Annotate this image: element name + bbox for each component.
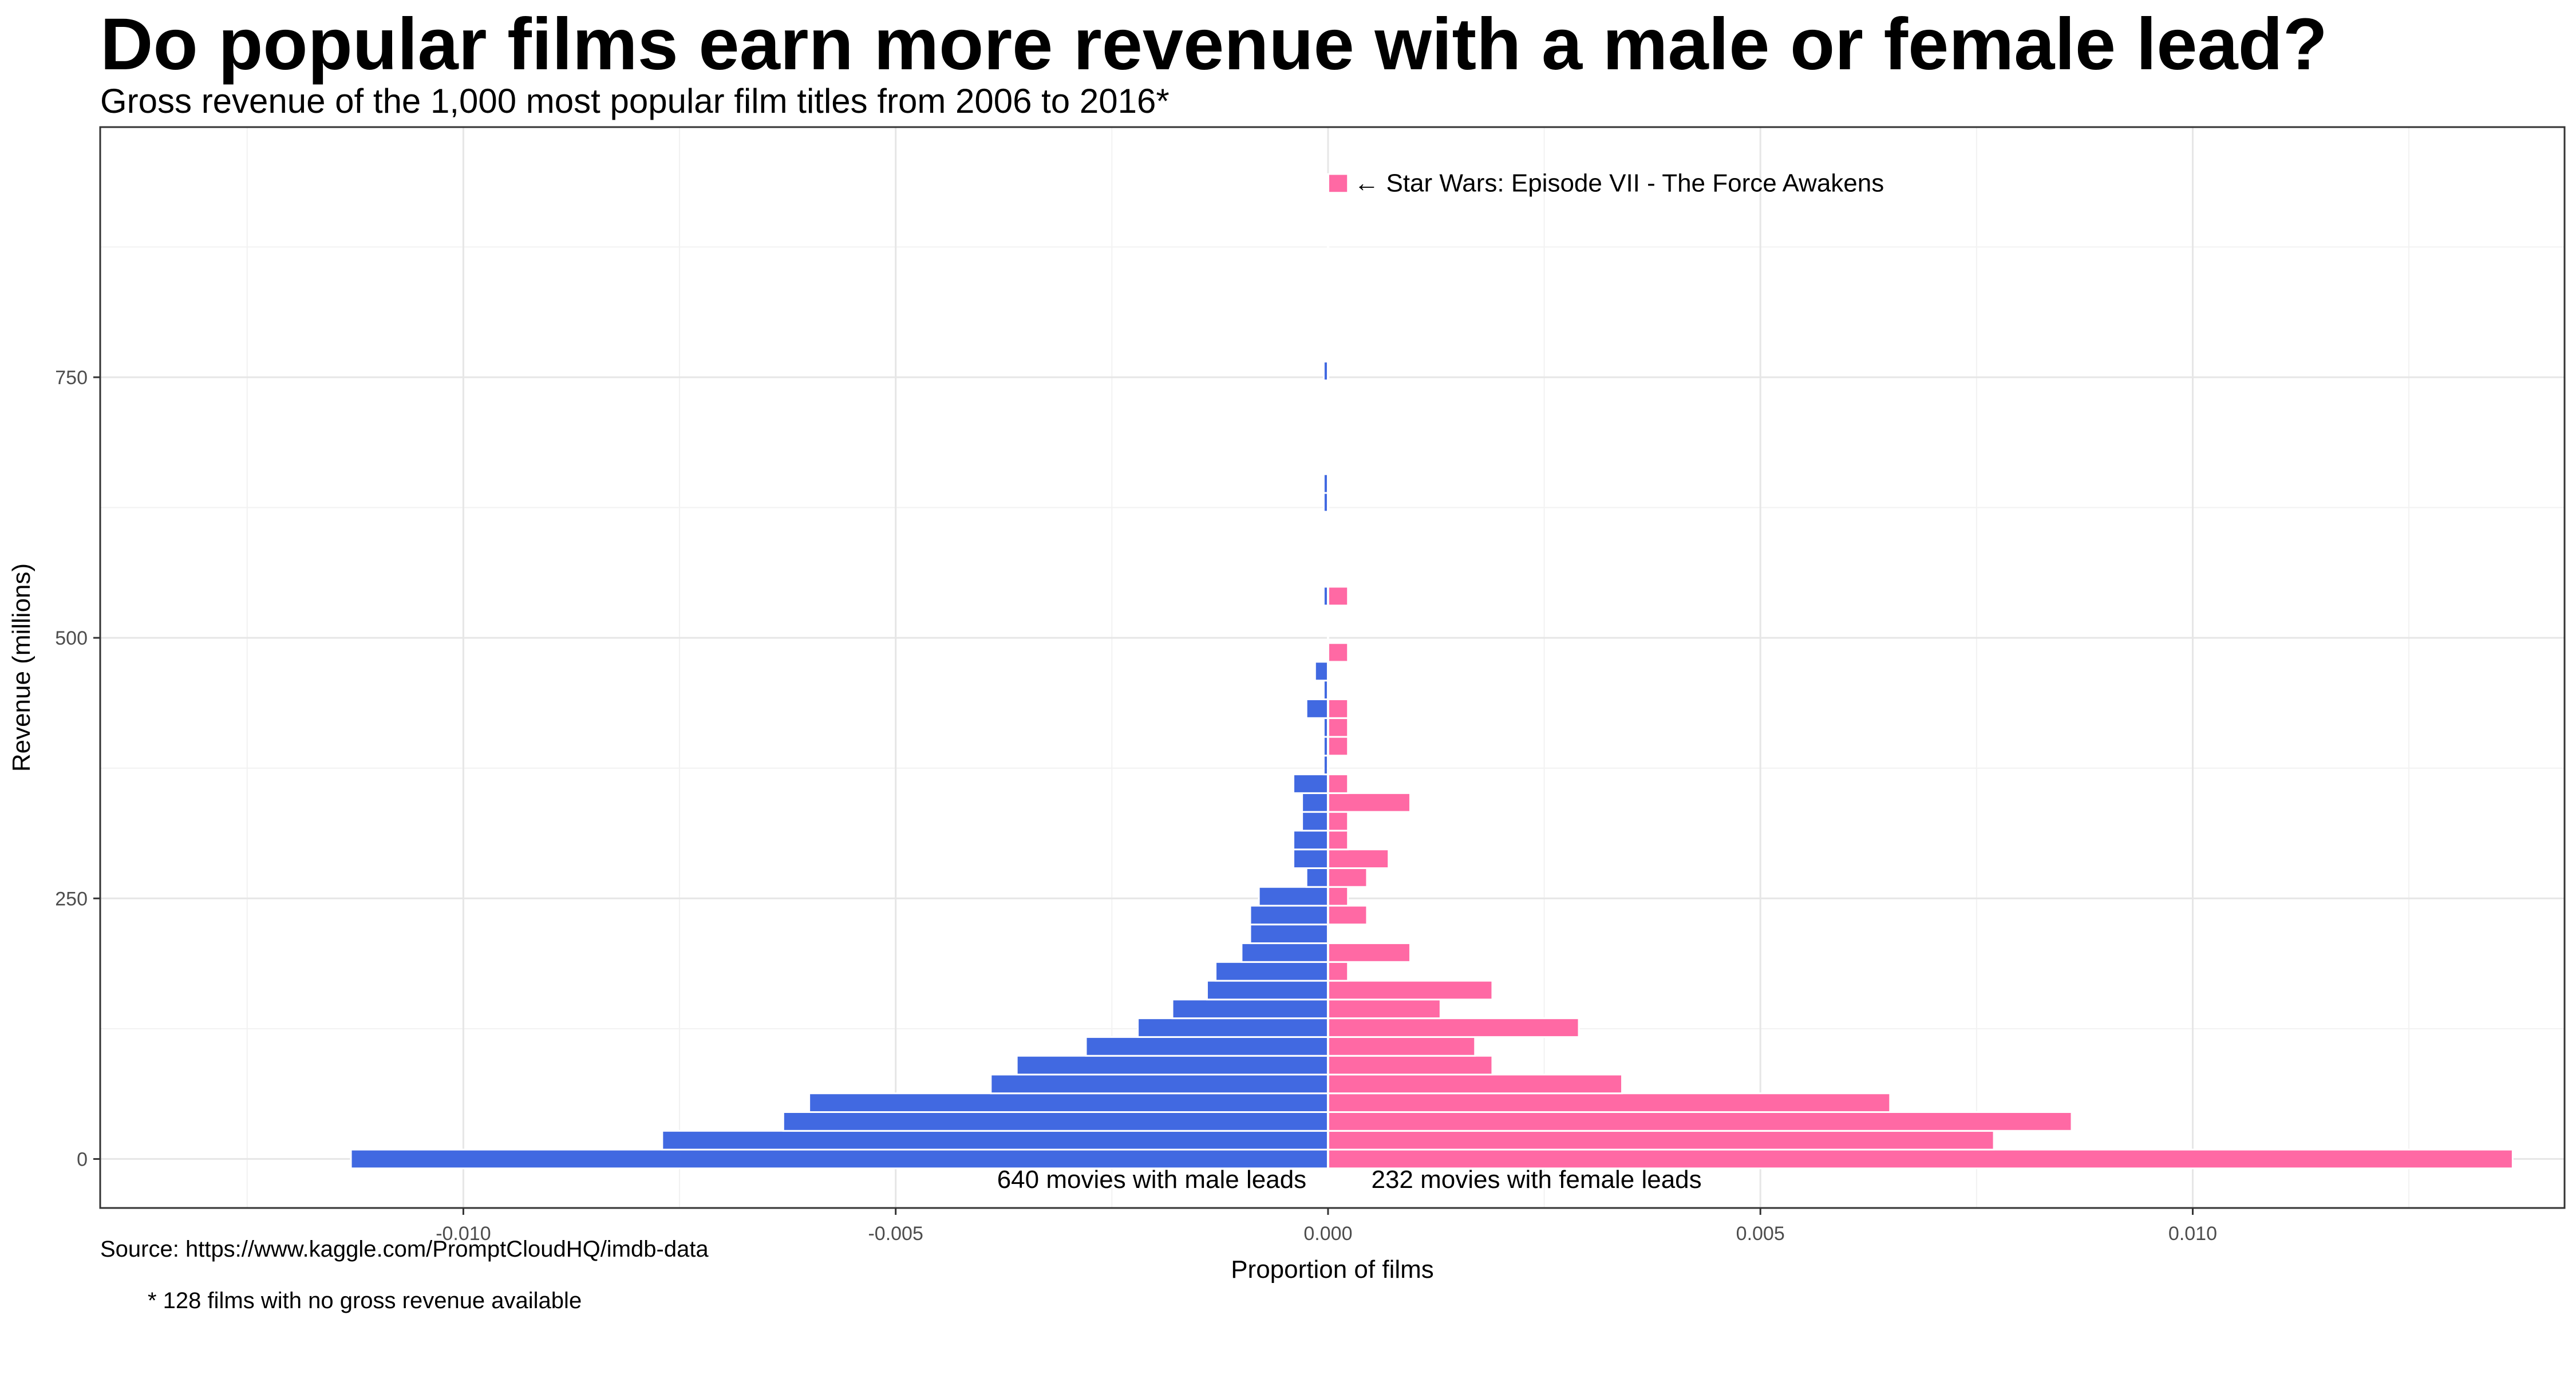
female-lead-bar	[1327, 642, 1349, 663]
female-lead-bar	[1327, 867, 1368, 888]
x-tick-label: 0.000	[1303, 1223, 1352, 1245]
male-lead-bar	[782, 1111, 1329, 1132]
female-lead-bar	[1327, 586, 1349, 607]
female-lead-bar	[1327, 698, 1349, 719]
male-lead-bar	[1249, 905, 1329, 926]
female-lead-bar	[1327, 1130, 1995, 1151]
chart-title: Do popular films earn more revenue with …	[100, 3, 2328, 85]
male-lead-bar	[1085, 1036, 1329, 1057]
female-lead-bar	[1327, 905, 1368, 926]
male-lead-bar	[1249, 923, 1329, 945]
female-lead-bar	[1327, 998, 1441, 1020]
female-lead-bar	[1327, 792, 1411, 813]
female-lead-bar	[1327, 1036, 1476, 1057]
female-lead-bar	[1327, 848, 1390, 869]
male-lead-bar	[990, 1073, 1329, 1095]
x-tick-label: -0.005	[868, 1223, 923, 1245]
female-lead-bar	[1327, 717, 1349, 738]
male-lead-bar	[808, 1092, 1329, 1114]
male-lead-bar	[1137, 1017, 1329, 1038]
male-lead-bar	[1314, 661, 1329, 682]
female-lead-bar	[1327, 886, 1349, 907]
female-lead-bar	[1327, 1017, 1580, 1038]
y-axis-title: Revenue (millions)	[7, 563, 35, 772]
male-lead-bar	[1215, 961, 1329, 982]
male-lead-bar	[350, 1148, 1329, 1170]
female-lead-bar	[1327, 980, 1494, 1001]
male-lead-bar	[1293, 848, 1329, 869]
male-lead-bar	[1305, 867, 1329, 888]
female-lead-bar	[1327, 1073, 1623, 1095]
female-lead-bar	[1327, 736, 1349, 757]
plot-panel-border	[99, 126, 2566, 1209]
source-note: Source: https://www.kaggle.com/PromptClo…	[100, 1237, 709, 1262]
male-lead-bar	[1305, 698, 1329, 719]
female-leads-count-label: 232 movies with female leads	[1371, 1166, 1701, 1194]
male-leads-count-label: 640 movies with male leads	[997, 1166, 1306, 1194]
y-tick-label: 0	[77, 1148, 88, 1170]
x-tick-label: -0.010	[436, 1223, 491, 1245]
chart-subtitle: Gross revenue of the 1,000 most popular …	[100, 82, 1170, 120]
y-tick-label: 750	[55, 367, 88, 389]
male-lead-bar	[1258, 886, 1329, 907]
bar-group	[350, 173, 2514, 1170]
male-lead-bar	[1301, 792, 1329, 813]
y-tick-label: 500	[55, 627, 88, 649]
star-wars-annotation: ← Star Wars: Episode VII - The Force Awa…	[1354, 169, 1884, 197]
x-axis-title: Proportion of films	[1231, 1255, 1434, 1284]
male-lead-bar	[1206, 980, 1329, 1001]
footnote: * 128 films with no gross revenue availa…	[148, 1288, 582, 1313]
female-lead-bar	[1327, 1148, 2514, 1170]
female-lead-bar	[1327, 1111, 2073, 1132]
x-tick-label: 0.010	[2168, 1223, 2217, 1245]
male-lead-bar	[1293, 773, 1329, 794]
male-lead-bar	[1301, 811, 1329, 832]
female-lead-bar	[1327, 961, 1349, 982]
female-lead-bar	[1327, 830, 1349, 851]
y-tick-label: 250	[55, 888, 88, 910]
male-lead-bar	[1016, 1055, 1329, 1076]
male-lead-bar	[661, 1130, 1329, 1151]
female-lead-bar	[1327, 1092, 1891, 1114]
annotations: ← Star Wars: Episode VII - The Force Awa…	[997, 169, 1884, 1194]
female-lead-bar	[1327, 942, 1411, 963]
female-lead-bar	[1327, 173, 1349, 194]
axis-ticks: -0.010 -0.005 0.000 0.005 0.010 0 250 500 750	[55, 367, 2217, 1245]
male-lead-bar	[1293, 830, 1329, 851]
x-tick-label: 0.005	[1736, 1223, 1785, 1245]
female-lead-bar	[1327, 1055, 1494, 1076]
female-lead-bar	[1327, 811, 1349, 832]
female-lead-bar	[1327, 773, 1349, 794]
male-lead-bar	[1171, 998, 1329, 1020]
male-lead-bar	[1240, 942, 1329, 963]
